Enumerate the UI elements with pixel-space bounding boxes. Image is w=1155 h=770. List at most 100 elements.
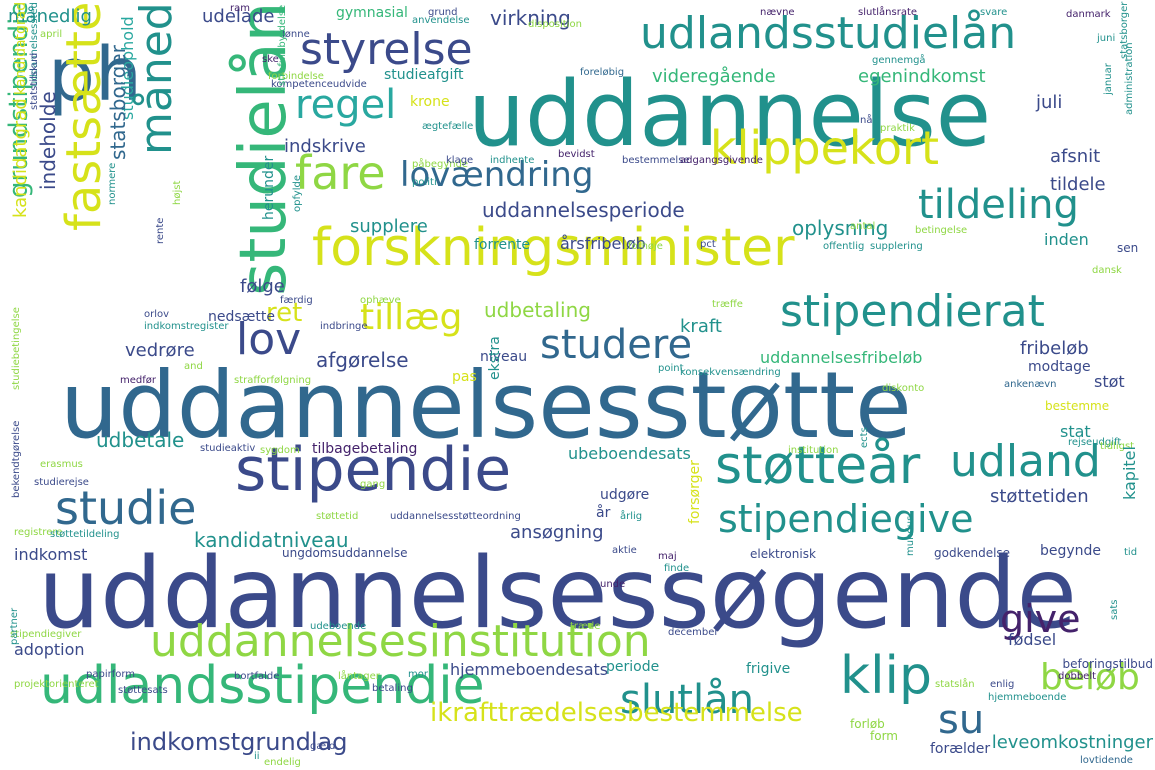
word-lovændring: lovændring [400,155,594,195]
word-hjemmeboendesats: hjemmeboendesats [450,660,609,679]
word-færdig: færdig [280,295,313,306]
word-gang: gang [360,479,386,490]
word-april: april [40,29,63,40]
word-opfylde: opfylde [292,174,303,212]
word-klip: klip [840,646,933,706]
word-ikrafttrædelsesbestemmelse: ikrafttrædelsesbestemmelse [430,698,803,728]
word-fødsel: fødsel [1008,630,1057,649]
word-januar: januar [1103,63,1114,95]
word-månedlig: månedlig [8,6,92,27]
word-adgangsgivende: adgangsgivende [680,155,763,166]
word-juni: juni [1097,33,1116,44]
word-klage: klage [446,155,474,166]
word-udbetale: udbetale [96,428,185,452]
word-rente: rente [155,217,166,244]
word-ankenævn: ankenævn [1004,379,1057,390]
word-videregående: videregående [652,66,776,87]
word-ret: ret [266,298,303,328]
word-støttesats: støttesats [118,685,168,696]
word-kandidatgrad: kandidatgrad [13,2,29,96]
word-svare: svare [980,7,1008,18]
word-kompetenceudvide: kompetenceudvide [271,79,367,90]
word-egenindkomst: egenindkomst [858,66,986,87]
word-forsørger: forsørger [687,460,703,524]
word-tildeling: tildeling [918,182,1079,228]
word-studieaktiv: studieaktiv [200,443,256,454]
word-gymnasial: gymnasial [336,5,408,21]
word-forløb: forløb [850,717,885,731]
word-modtage: modtage [1028,359,1091,375]
word-måned: måned [131,2,182,155]
word-december: december [668,627,719,638]
word-fribeløb: fribeløb [1020,338,1089,359]
word-lovtidende: lovtidende [1080,755,1133,766]
word-medfør: medfør [120,375,156,386]
word-supplering: supplering [870,241,923,252]
word-stipendierat: stipendierat [780,286,1045,337]
word-tid: tid [1124,547,1138,558]
word-aktie: aktie [612,545,637,556]
word-forskningsminister: forskningsminister [312,218,795,278]
word-slutlån: slutlån [620,677,754,723]
word-dobbelt: dobbelt [1058,671,1097,682]
word-gæld: gæld [310,741,336,752]
word-rejseudgift: rejseudgift [1068,437,1122,448]
word-tildele: tildele [1050,174,1106,195]
word-studie: studie [55,481,197,535]
word-finde: finde [664,563,690,574]
word-indkomstgrundlag: indkomstgrundlag [130,728,348,756]
word-konsekvensændring: konsekvensændring [680,367,781,378]
word-registrere: registrere [14,527,63,538]
word-afgørelse: afgørelse [316,348,409,372]
word-leveomkostninger: leveomkostninger [991,732,1153,753]
word-strafuldbyrdelse: strafuldbyrdelse [277,4,288,86]
word-krone: krone [410,94,450,110]
word-ekstra: ekstra [487,336,503,380]
word-ansøgning: ansøgning [510,522,604,543]
word-ungdomsuddannelse: ungdomsuddannelse [282,546,408,560]
word-indskrive: indskrive [284,136,366,157]
word-danmark: danmark [1066,9,1111,20]
word-stipendie: stipendie [235,435,512,505]
word-årlig: årlig [620,511,643,522]
word-udeboende: udeboende [310,621,367,632]
word-juli: juli [1036,92,1063,113]
word-grund: grund [428,7,458,18]
word-udland: udland [950,436,1101,487]
word-partner: partner [9,607,20,645]
word-give: give [1000,597,1081,641]
word-studierejse: studierejse [34,477,89,488]
word-afsnit: afsnit [1050,146,1101,167]
word-regel: regel [295,82,397,128]
word-offentlig: offentlig [823,241,865,252]
word-erasmus: erasmus [40,459,83,470]
word-forrente: forrente [474,237,531,253]
word-studieafgift: studieafgift [384,67,464,83]
word-statstilskud: statstilskud [29,52,40,110]
word-ram: ram [230,3,250,14]
word-su: su [938,697,985,743]
word-lov: lov [236,314,302,365]
word-bortfalde: bortfalde [234,671,280,682]
word-tilbagebetaling: tilbagebetaling [312,441,418,457]
word-mundus: mundus [905,515,916,556]
word-adoption: adoption [14,640,85,659]
word-statsborger: statsborger [1119,2,1130,60]
word-nævne: nævne [760,7,795,18]
word-år: år [596,505,611,521]
word-udbetaling: udbetaling [484,298,591,322]
word-udelade: udelade [202,6,275,27]
word-praktik: praktik [880,123,915,134]
word-ske: ske [262,54,279,65]
word-institution: institution [788,445,839,456]
word-form: form [870,729,898,743]
word-ects: ects [859,427,870,448]
word-nedsætte: nedsætte [208,309,276,325]
word-forælder: forælder [930,741,991,757]
word-virkning: virkning [490,6,571,30]
word-forbindelse: forbindelse [268,71,324,82]
word-ægtefælle: ægtefælle [422,121,474,132]
word-støttetiden: støttetiden [990,486,1089,507]
word-udlandsstudielån: udlandsstudielån [640,8,1017,59]
